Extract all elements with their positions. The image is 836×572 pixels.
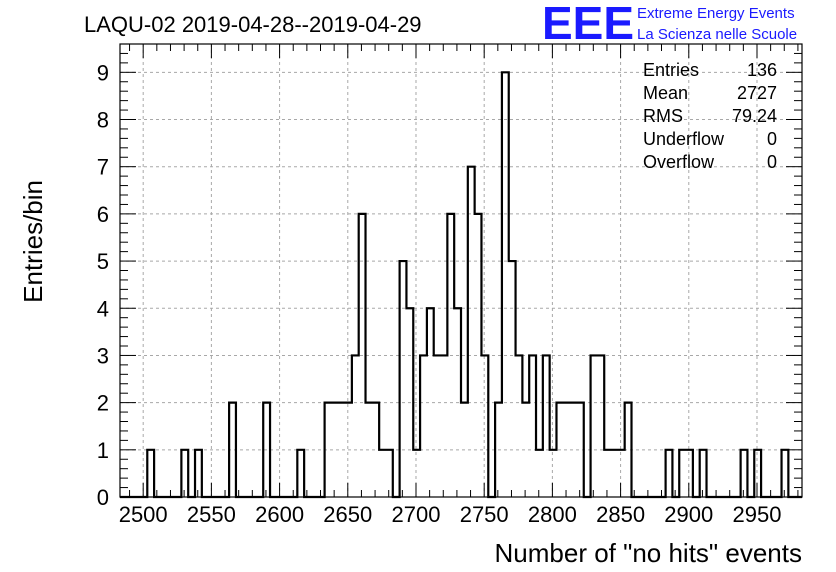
stats-label: Overflow: [643, 152, 715, 172]
chart-title: LAQU-02 2019-04-28--2019-04-29: [84, 12, 422, 37]
y-tick-label: 8: [97, 108, 109, 133]
eee-logo: EEE Extreme Energy Events La Scienza nel…: [542, 0, 797, 49]
y-tick-label: 2: [97, 391, 109, 416]
x-tick-label: 2950: [733, 502, 782, 527]
stats-value: 0: [767, 152, 777, 172]
axis-ticks: [120, 43, 802, 498]
y-tick-label: 5: [97, 249, 109, 274]
x-tick-label: 2900: [664, 502, 713, 527]
stats-label: RMS: [643, 106, 683, 126]
stats-label: Mean: [643, 83, 688, 103]
stats-value: 0: [767, 129, 777, 149]
y-tick-label: 0: [97, 485, 109, 510]
stats-value: 79.24: [732, 106, 777, 126]
y-tick-label: 3: [97, 343, 109, 368]
x-tick-label: 2700: [392, 502, 441, 527]
stats-box: Entries 136 Mean 2727 RMS 79.24 Underflow 0 Over…: [643, 60, 777, 172]
y-tick-label: 9: [97, 60, 109, 85]
x-tick-labels: 2500 2550 2600 2650 2700 2750 2800 2850 2900 2950: [119, 502, 782, 527]
y-axis-label: Entries/bin: [18, 180, 48, 303]
x-tick-label: 2850: [596, 502, 645, 527]
y-tick-label: 7: [97, 155, 109, 180]
x-tick-label: 2500: [119, 502, 168, 527]
stats-value: 136: [747, 60, 777, 80]
x-tick-label: 2600: [255, 502, 304, 527]
plot-frame: [119, 43, 803, 498]
logo-line-2: La Scienza nelle Scuole: [637, 26, 797, 43]
x-tick-label: 2800: [528, 502, 577, 527]
grid-lines: [120, 44, 802, 498]
stats-label: Underflow: [643, 129, 725, 149]
y-tick-label: 4: [97, 296, 109, 321]
stats-label: Entries: [643, 60, 699, 80]
logo-line-1: Extreme Energy Events: [637, 5, 795, 22]
histogram-series: [120, 71, 802, 499]
y-tick-labels: 0 1 2 3 4 5 6 7 8 9: [97, 60, 109, 510]
x-tick-label: 2650: [323, 502, 372, 527]
stats-value: 2727: [737, 83, 777, 103]
x-tick-label: 2750: [460, 502, 509, 527]
y-tick-label: 1: [97, 438, 109, 463]
x-tick-label: 2550: [187, 502, 236, 527]
y-tick-label: 6: [97, 202, 109, 227]
logo-mark: EEE: [542, 0, 634, 49]
x-axis-label: Number of "no hits" events: [495, 538, 803, 568]
